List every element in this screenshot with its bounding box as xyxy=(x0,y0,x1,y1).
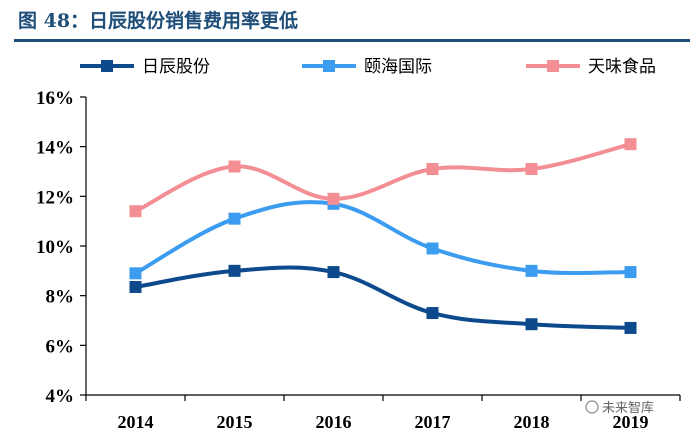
watermark-text: 未来智库 xyxy=(602,400,654,416)
data-point xyxy=(624,321,637,334)
legend-item: 天味食品 xyxy=(526,57,656,77)
watermark: 未来智库 xyxy=(585,400,654,416)
title-underline xyxy=(14,39,690,42)
legend-item: 日辰股份 xyxy=(80,57,210,77)
watermark-icon xyxy=(585,400,599,414)
y-tick-label: 16% xyxy=(36,88,74,109)
y-tick-label: 12% xyxy=(36,187,74,208)
series-3 xyxy=(129,138,637,218)
data-point xyxy=(624,266,637,279)
y-tick-label: 10% xyxy=(36,237,74,258)
chart-title: 图 48：日辰股份销售费用率更低 xyxy=(18,10,299,32)
data-point xyxy=(228,264,241,277)
data-point xyxy=(426,307,439,320)
series-2 xyxy=(129,197,637,280)
chart-series xyxy=(129,138,637,334)
data-point xyxy=(624,138,637,151)
legend-marker xyxy=(547,60,559,72)
x-tick-label: 2017 xyxy=(415,412,451,432)
legend-item: 颐海国际 xyxy=(302,57,432,77)
data-point xyxy=(129,267,142,280)
data-point xyxy=(327,266,340,279)
y-tick-label: 6% xyxy=(46,336,75,357)
data-point xyxy=(129,280,142,293)
legend-marker xyxy=(323,60,335,72)
series-line xyxy=(134,200,631,276)
chart-axes xyxy=(85,97,680,396)
legend-label: 日辰股份 xyxy=(142,57,210,77)
data-point xyxy=(426,163,439,176)
axis-ticks: 4% 6% 8% 10% 12% 14% 16% 2014 2015 2016 2017 2018 20… xyxy=(36,88,681,432)
series-line xyxy=(135,265,631,330)
legend-marker xyxy=(101,60,113,72)
legend-label: 天味食品 xyxy=(588,57,656,77)
legend: 日辰股份 颐海国际 天味食品 xyxy=(80,57,656,77)
data-point xyxy=(525,163,538,176)
x-tick-label: 2016 xyxy=(316,412,352,432)
x-tick-label: 2018 xyxy=(514,412,550,432)
y-tick-label: 14% xyxy=(36,138,74,159)
data-point xyxy=(327,192,340,205)
x-tick-label: 2019 xyxy=(613,412,649,432)
data-point xyxy=(525,264,538,277)
x-tick-label: 2015 xyxy=(217,412,253,432)
data-point xyxy=(228,160,241,173)
x-tick-label: 2014 xyxy=(118,412,154,432)
series-line xyxy=(134,142,631,214)
data-point xyxy=(129,205,142,218)
data-point xyxy=(228,212,241,225)
y-tick-label: 4% xyxy=(46,386,75,407)
legend-label: 颐海国际 xyxy=(364,57,432,77)
series-1 xyxy=(129,264,637,334)
data-point xyxy=(525,318,538,331)
data-point xyxy=(426,242,439,255)
y-tick-label: 8% xyxy=(46,287,75,308)
